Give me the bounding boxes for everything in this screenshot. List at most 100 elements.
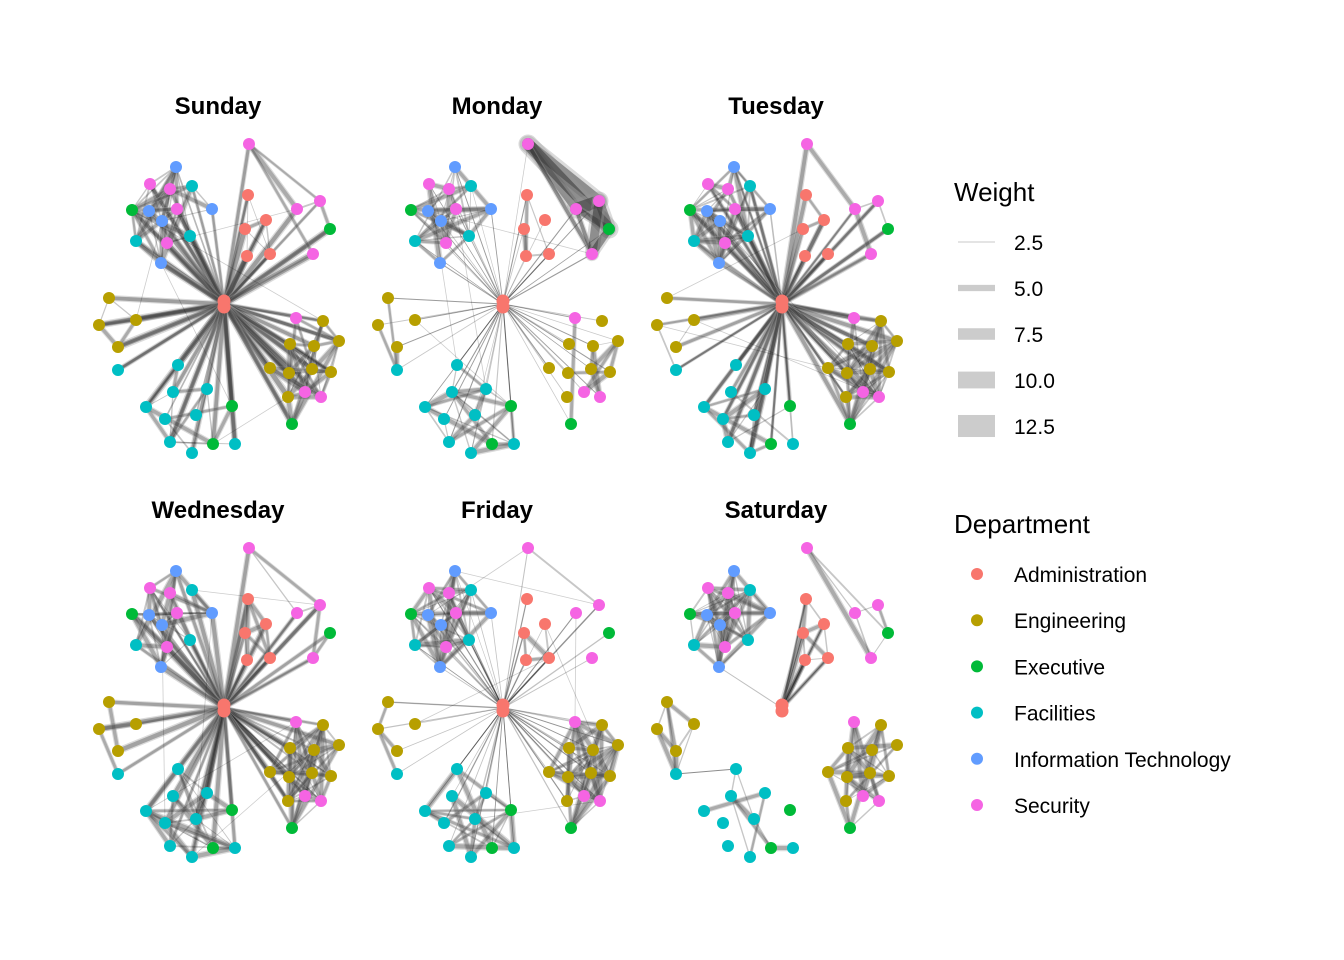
nodes [93,542,345,863]
edge [288,342,333,374]
edge-weight-halo [95,300,228,329]
edge-weight-halo [748,791,767,859]
edge [191,589,321,606]
node-security [586,652,598,664]
edge-weight-halo [825,365,853,427]
edge-weight-halo [161,789,211,827]
edge [502,303,619,342]
node-engineering [587,340,599,352]
edge [780,302,883,323]
edge [502,303,568,398]
edge-weight-halo [221,301,342,344]
legend-department-label: Facilities [1014,703,1096,726]
edge-weight-halo [222,302,323,399]
edge-weight-halo [779,301,857,321]
node-security [450,607,462,619]
edge [134,302,226,322]
node-engineering [864,363,876,375]
edge [780,218,826,306]
node-engineering [391,745,403,757]
edge [502,303,569,374]
edge [705,588,752,617]
edge [247,546,322,607]
edge [223,657,314,709]
edge [844,722,884,780]
edge-weight-halo [221,596,251,711]
edge [702,405,752,455]
node-administration [264,652,276,664]
edge [444,588,473,649]
edge [443,707,504,824]
edge [222,706,290,803]
edge [222,706,298,724]
edge [490,208,504,305]
edge-weight-halo [158,260,227,307]
edge-weight-halo [731,164,751,239]
edge [222,142,251,306]
node-administration-hub [775,704,789,718]
edge-weight-halo [425,180,444,267]
legend-department-key [971,660,983,673]
edge-weight-halo [843,369,883,401]
node-engineering [372,319,384,331]
edge [223,707,271,773]
edge-weight-halo [142,300,228,411]
edge [687,207,728,246]
edge [502,303,603,322]
edge-weight-halo [422,386,489,410]
node-engineering [651,723,663,735]
node-engineering [284,742,296,754]
edge-weight-halo [779,301,857,321]
edge-weight-halo [221,655,273,711]
edge [502,707,592,774]
edge [780,302,891,374]
edge-weight-halo [210,403,235,447]
edge-weight-halo [129,207,164,266]
edge [732,165,750,238]
edge [144,405,172,444]
edge [268,770,333,778]
edge-weight-halo [132,300,228,324]
edge [748,791,767,859]
edge [294,720,307,798]
node-information-technology [422,609,434,621]
node-facilities [759,787,771,799]
edge [689,592,729,615]
edge-weight-halo [409,208,448,245]
edge [879,723,891,778]
node-engineering [842,338,854,350]
edge-weight-halo [157,182,196,267]
edge [706,614,720,668]
node-engineering [317,315,329,327]
edge [426,613,448,649]
node-executive [882,627,894,639]
edge [502,707,515,849]
edge [291,800,322,829]
edge [861,319,883,394]
edge [780,622,826,710]
edge-weight-halo [221,251,273,307]
edge [206,303,225,390]
edge [674,302,784,349]
node-administration [797,223,809,235]
edge-weight-halo [143,766,181,814]
node-information-technology [143,205,155,217]
edge-weight-halo [779,301,875,349]
node-executive [765,842,777,854]
edge [748,184,784,306]
node-information-technology [156,619,168,631]
edge [168,387,209,444]
edge [287,721,297,802]
edge-weight-halo [449,389,514,409]
edge-weight-halo [245,140,301,213]
node-facilities [717,817,729,829]
node-facilities [748,813,760,825]
edge [726,302,784,444]
node-security [243,138,255,150]
node-engineering [585,363,597,375]
edge [825,365,882,400]
edge-weight-halo [413,207,458,243]
edge [96,705,227,732]
node-security [299,386,311,398]
edge [222,218,268,306]
